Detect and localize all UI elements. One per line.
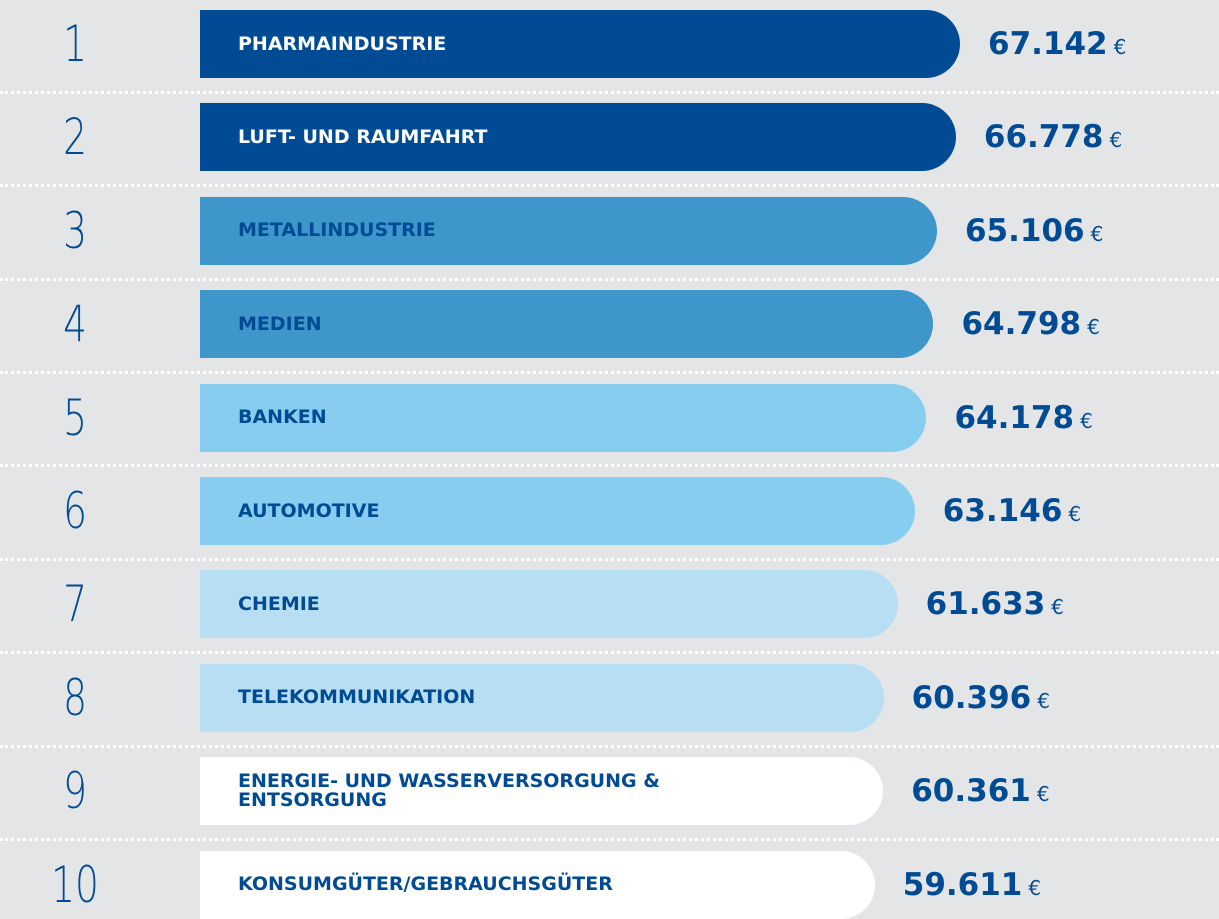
bar: TELEKOMMUNIKATION — [200, 663, 884, 732]
category-label: AUTOMOTIVE — [238, 499, 380, 522]
value-label: 63.146 € — [943, 493, 1081, 529]
row-separator — [0, 744, 1219, 748]
rank-number: 8 — [63, 668, 87, 727]
value-number: 59.611 — [902, 866, 1023, 903]
bar: AUTOMOTIVE — [200, 477, 915, 545]
value-label: 64.798 € — [961, 306, 1099, 342]
value-label: 64.178 € — [954, 400, 1092, 436]
rank-number: 6 — [63, 482, 87, 540]
bar: METALLINDUSTRIE — [200, 196, 937, 265]
row-separator — [0, 90, 1219, 94]
row-separator — [0, 464, 1219, 468]
value-unit: € — [1090, 221, 1104, 246]
value-number: 61.633 — [925, 586, 1046, 623]
value-label: 65.106 € — [965, 213, 1103, 249]
value-number: 66.778 — [983, 119, 1104, 156]
rank-number: 9 — [63, 762, 87, 821]
value-unit: € — [1037, 688, 1050, 713]
category-label: MEDIEN — [238, 312, 322, 335]
bar: PHARMAINDUSTRIE — [200, 10, 960, 78]
bar: KONSUMGÜTER/GEBRAUCHSGÜTER — [200, 850, 875, 919]
value-number: 64.798 — [961, 306, 1082, 343]
bar: MEDIEN — [200, 290, 934, 359]
value-label: 60.361 € — [911, 773, 1049, 809]
rank-number: 5 — [63, 388, 87, 447]
value-label: 60.396 € — [912, 680, 1050, 716]
value-number: 64.178 — [954, 399, 1075, 436]
value-unit: € — [1080, 408, 1093, 433]
value-unit: € — [1028, 875, 1042, 900]
row-separator — [0, 277, 1219, 281]
rank-number: 1 — [63, 15, 87, 73]
value-number: 60.361 — [911, 773, 1031, 810]
value-number: 60.396 — [911, 679, 1032, 716]
bar: LUFT- UND RAUMFAHRT — [200, 103, 956, 172]
rank-number: 10 — [51, 855, 99, 914]
row-separator — [0, 557, 1219, 561]
value-unit: € — [1113, 35, 1127, 59]
rank-number: 4 — [63, 295, 87, 354]
rank-number: 2 — [63, 108, 87, 167]
bar: ENERGIE- UND WASSERVERSORGUNG & ENTSORGU… — [200, 757, 884, 826]
category-label: METALLINDUSTRIE — [238, 219, 436, 242]
category-label: PHARMAINDUSTRIE — [238, 32, 447, 55]
bar: BANKEN — [200, 383, 927, 452]
value-number: 67.142 — [988, 26, 1108, 62]
rank-number: 3 — [63, 201, 87, 260]
category-label: ENERGIE- UND WASSERVERSORGUNG & ENTSORGU… — [238, 770, 660, 812]
category-label: KONSUMGÜTER/GEBRAUCHSGÜTER — [238, 873, 613, 896]
value-unit: € — [1087, 315, 1100, 340]
row-separator — [0, 837, 1219, 841]
row-separator — [0, 651, 1219, 655]
value-unit: € — [1109, 128, 1123, 153]
category-label: LUFT- UND RAUMFAHRT — [238, 125, 488, 148]
value-label: 61.633 € — [926, 586, 1064, 622]
value-unit: € — [1068, 502, 1082, 526]
value-unit: € — [1051, 595, 1065, 620]
category-label: BANKEN — [238, 406, 327, 429]
category-label: CHEMIE — [238, 592, 320, 615]
value-label: 67.142 € — [988, 26, 1126, 62]
rank-number: 7 — [63, 575, 87, 634]
row-separator — [0, 370, 1219, 374]
bar: CHEMIE — [200, 570, 898, 639]
category-label: TELEKOMMUNIKATION — [238, 686, 476, 709]
value-number: 63.146 — [942, 493, 1063, 529]
value-label: 66.778 € — [984, 119, 1122, 155]
value-unit: € — [1036, 782, 1050, 807]
row-separator — [0, 184, 1219, 188]
value-label: 59.611 € — [903, 867, 1041, 903]
value-number: 65.106 — [964, 212, 1085, 249]
